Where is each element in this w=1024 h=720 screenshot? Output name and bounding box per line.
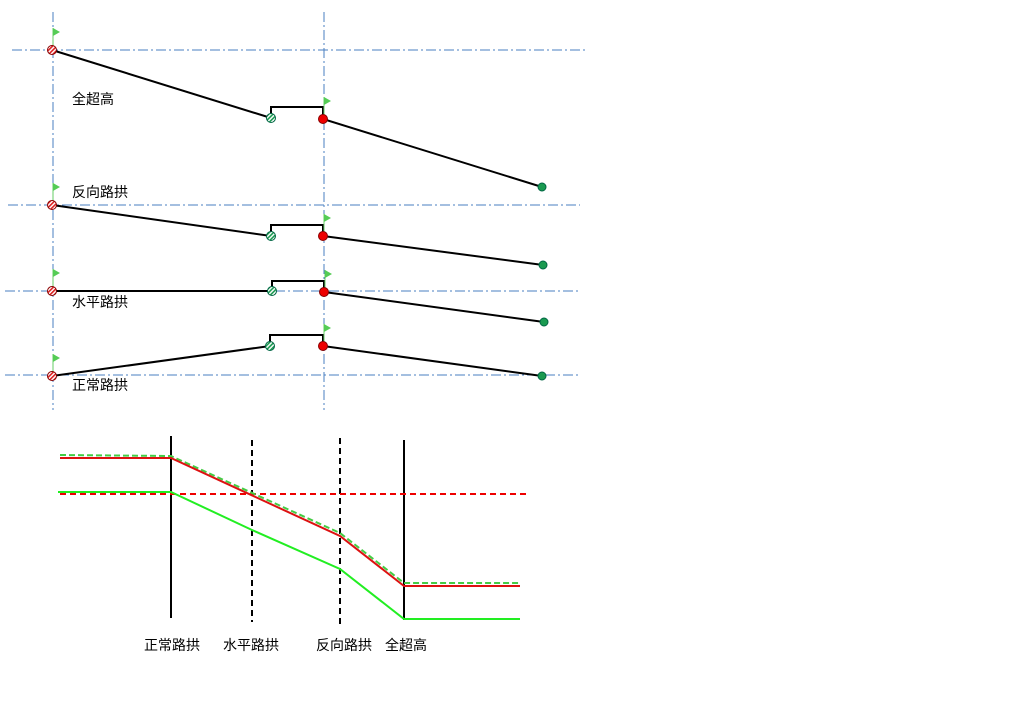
transition-label: 反向路拱 — [316, 638, 372, 654]
section: 正常路拱 — [47, 323, 547, 394]
cross-sections: 全超高 反向路拱 水平路拱 正常路拱 — [5, 12, 585, 410]
transition-label: 正常路拱 — [144, 638, 200, 654]
section: 全超高 — [47, 27, 547, 192]
section: 水平路拱 — [47, 268, 549, 327]
section-label: 水平路拱 — [72, 295, 128, 311]
transition-diagram: 正常路拱 水平路拱 反向路拱 全超高 — [58, 436, 527, 654]
section-label: 全超高 — [72, 91, 114, 108]
section-label: 正常路拱 — [72, 378, 128, 394]
section: 反向路拱 — [47, 182, 548, 270]
section-label: 反向路拱 — [72, 185, 128, 201]
transition-label: 水平路拱 — [223, 638, 279, 654]
transition-label: 全超高 — [385, 637, 427, 654]
